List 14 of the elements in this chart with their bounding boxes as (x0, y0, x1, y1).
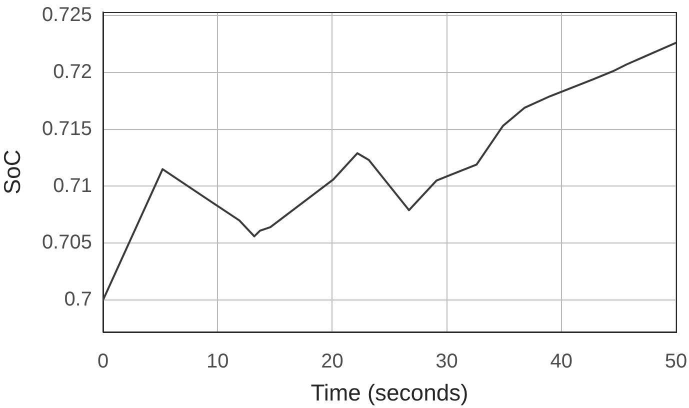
x-tick-label: 10 (206, 350, 229, 373)
y-tick-label: 0.725 (42, 4, 92, 26)
x-tick-label: 20 (321, 350, 344, 373)
y-tick-label: 0.715 (42, 118, 92, 140)
y-axis-title: SoC (0, 150, 26, 194)
y-tick-label: 0.71 (53, 174, 92, 197)
x-axis-title: Time (seconds) (310, 380, 468, 406)
y-tick-label: 0.72 (53, 60, 92, 83)
x-tick-label: 30 (436, 350, 458, 373)
y-tick-label: 0.7 (64, 288, 92, 311)
x-tick-label: 0 (97, 350, 109, 373)
x-tick-label: 40 (550, 350, 573, 373)
y-tick-label: 0.705 (42, 232, 92, 254)
x-tick-label: 50 (664, 350, 688, 373)
